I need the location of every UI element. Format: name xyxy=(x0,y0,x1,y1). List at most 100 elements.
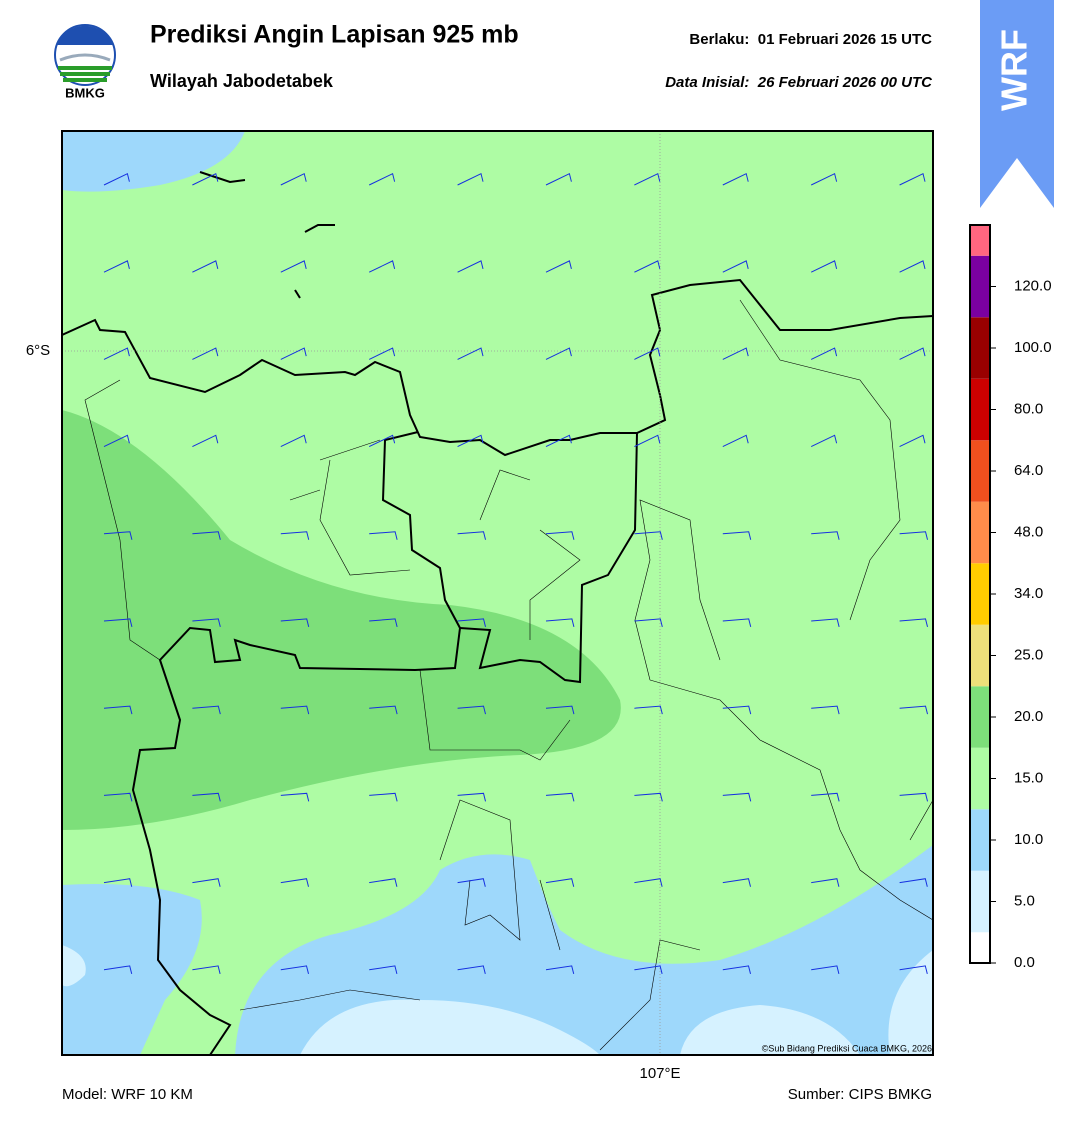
wind-barb xyxy=(634,347,661,360)
wind-barb xyxy=(634,531,663,540)
wind-barb xyxy=(634,434,661,448)
wind-barb xyxy=(899,878,928,887)
wind-barb xyxy=(634,260,661,273)
wind-barb xyxy=(192,347,219,360)
wind-barb xyxy=(722,260,749,273)
wind-barb xyxy=(810,172,838,186)
wind-barb xyxy=(899,618,929,628)
wind-barb xyxy=(369,531,398,540)
wind-barb xyxy=(457,260,484,273)
wind-barb xyxy=(545,792,575,802)
wind-barb xyxy=(634,965,663,975)
colorbar-segment xyxy=(970,440,990,502)
wind-barb xyxy=(103,705,133,715)
colorbar-tick-label: 48.0 xyxy=(1014,523,1043,540)
wind-barb xyxy=(280,878,309,887)
valid-time: Berlaku: 01 Februari 2026 15 UTC xyxy=(689,31,932,48)
map-frame xyxy=(61,130,934,1056)
colorbar-segment xyxy=(970,624,990,687)
wind-barb xyxy=(369,878,398,887)
wind-barb xyxy=(722,618,752,628)
wind-barb xyxy=(457,878,486,887)
colorbar-segment xyxy=(970,809,990,871)
model-label: Model: WRF 10 KM xyxy=(62,1086,193,1103)
wind-barb xyxy=(545,347,572,360)
colorbar-segment xyxy=(970,255,990,318)
wind-barb xyxy=(457,172,484,186)
wind-barb xyxy=(634,618,663,628)
wind-barb xyxy=(280,705,310,715)
wind-barb xyxy=(368,434,396,448)
wind-barb xyxy=(545,618,575,628)
wind-barb xyxy=(457,531,487,540)
wind-barb xyxy=(722,878,751,887)
wind-barb xyxy=(192,705,221,715)
wind-barb xyxy=(369,618,398,628)
wind-barb xyxy=(103,531,133,540)
wind-barb xyxy=(634,705,663,715)
wind-barb xyxy=(899,347,926,360)
wind-barb xyxy=(369,965,398,975)
colorbar-tick-label: 64.0 xyxy=(1014,462,1043,479)
wind-barb xyxy=(899,965,928,975)
wind-barb xyxy=(192,965,221,975)
colorbar-tick-label: 20.0 xyxy=(1014,708,1043,725)
colorbar-tick-label: 120.0 xyxy=(1014,277,1052,294)
lat-label: 6°S xyxy=(26,342,50,359)
wind-barb xyxy=(899,705,929,715)
wind-barb xyxy=(280,434,307,448)
colorbar-segment xyxy=(970,317,990,379)
colorbar-tick-label: 34.0 xyxy=(1014,585,1043,602)
copyright: ©Sub Bidang Prediksi Cuaca BMKG, 2026 xyxy=(762,1043,932,1053)
map xyxy=(62,131,933,1055)
colorbar-segment xyxy=(970,686,990,748)
colorbar-tick-label: 10.0 xyxy=(1014,831,1043,848)
wind-barb xyxy=(368,347,396,360)
colorbar-segment xyxy=(970,378,990,441)
colorbar-tick-label: 5.0 xyxy=(1014,892,1035,909)
wind-barb xyxy=(103,792,133,802)
wind-barb xyxy=(368,172,396,186)
wind-barb xyxy=(457,347,484,360)
colorbar-segment xyxy=(970,501,990,564)
wind-barb xyxy=(545,434,572,448)
wind-barb xyxy=(899,531,929,540)
wind-barb xyxy=(280,347,307,360)
wind-barb xyxy=(192,531,221,540)
wind-barb xyxy=(810,434,838,448)
init-time: Data Inisial: 26 Februari 2026 00 UTC xyxy=(665,74,933,91)
source-label: Sumber: CIPS BMKG xyxy=(788,1086,932,1103)
wind-barb xyxy=(811,705,840,715)
wind-barb xyxy=(192,792,221,802)
logo-text: BMKG xyxy=(65,85,105,100)
wind-barb xyxy=(899,172,926,186)
colorbar-segment xyxy=(970,225,990,256)
colorbar-tick-label: 80.0 xyxy=(1014,400,1043,417)
colorbar-tick-label: 100.0 xyxy=(1014,339,1052,356)
wind-barb xyxy=(545,531,575,540)
wind-barb xyxy=(457,434,484,448)
wind-barb xyxy=(103,347,130,360)
colorbar-tick-label: 0.0 xyxy=(1014,954,1035,971)
wind-barbs xyxy=(103,172,929,975)
wind-barb xyxy=(899,260,926,273)
wind-barb xyxy=(722,792,752,802)
wind-barb xyxy=(369,705,398,715)
colorbar-segment xyxy=(970,932,990,963)
wind-barb xyxy=(722,172,749,186)
wind-barb xyxy=(457,705,487,715)
wind-barb xyxy=(899,434,926,448)
badge xyxy=(980,0,1054,208)
wind-barb xyxy=(280,965,309,975)
wind-barb xyxy=(545,705,575,715)
wind-barb xyxy=(545,172,572,186)
wind-barb xyxy=(103,878,133,887)
wind-barb xyxy=(103,618,133,628)
wind-barb xyxy=(103,965,133,975)
wind-barb xyxy=(192,434,219,448)
wind-barb xyxy=(368,260,396,273)
wind-barb xyxy=(811,618,840,628)
wind-barb xyxy=(457,618,487,628)
wind-barb xyxy=(280,172,307,186)
